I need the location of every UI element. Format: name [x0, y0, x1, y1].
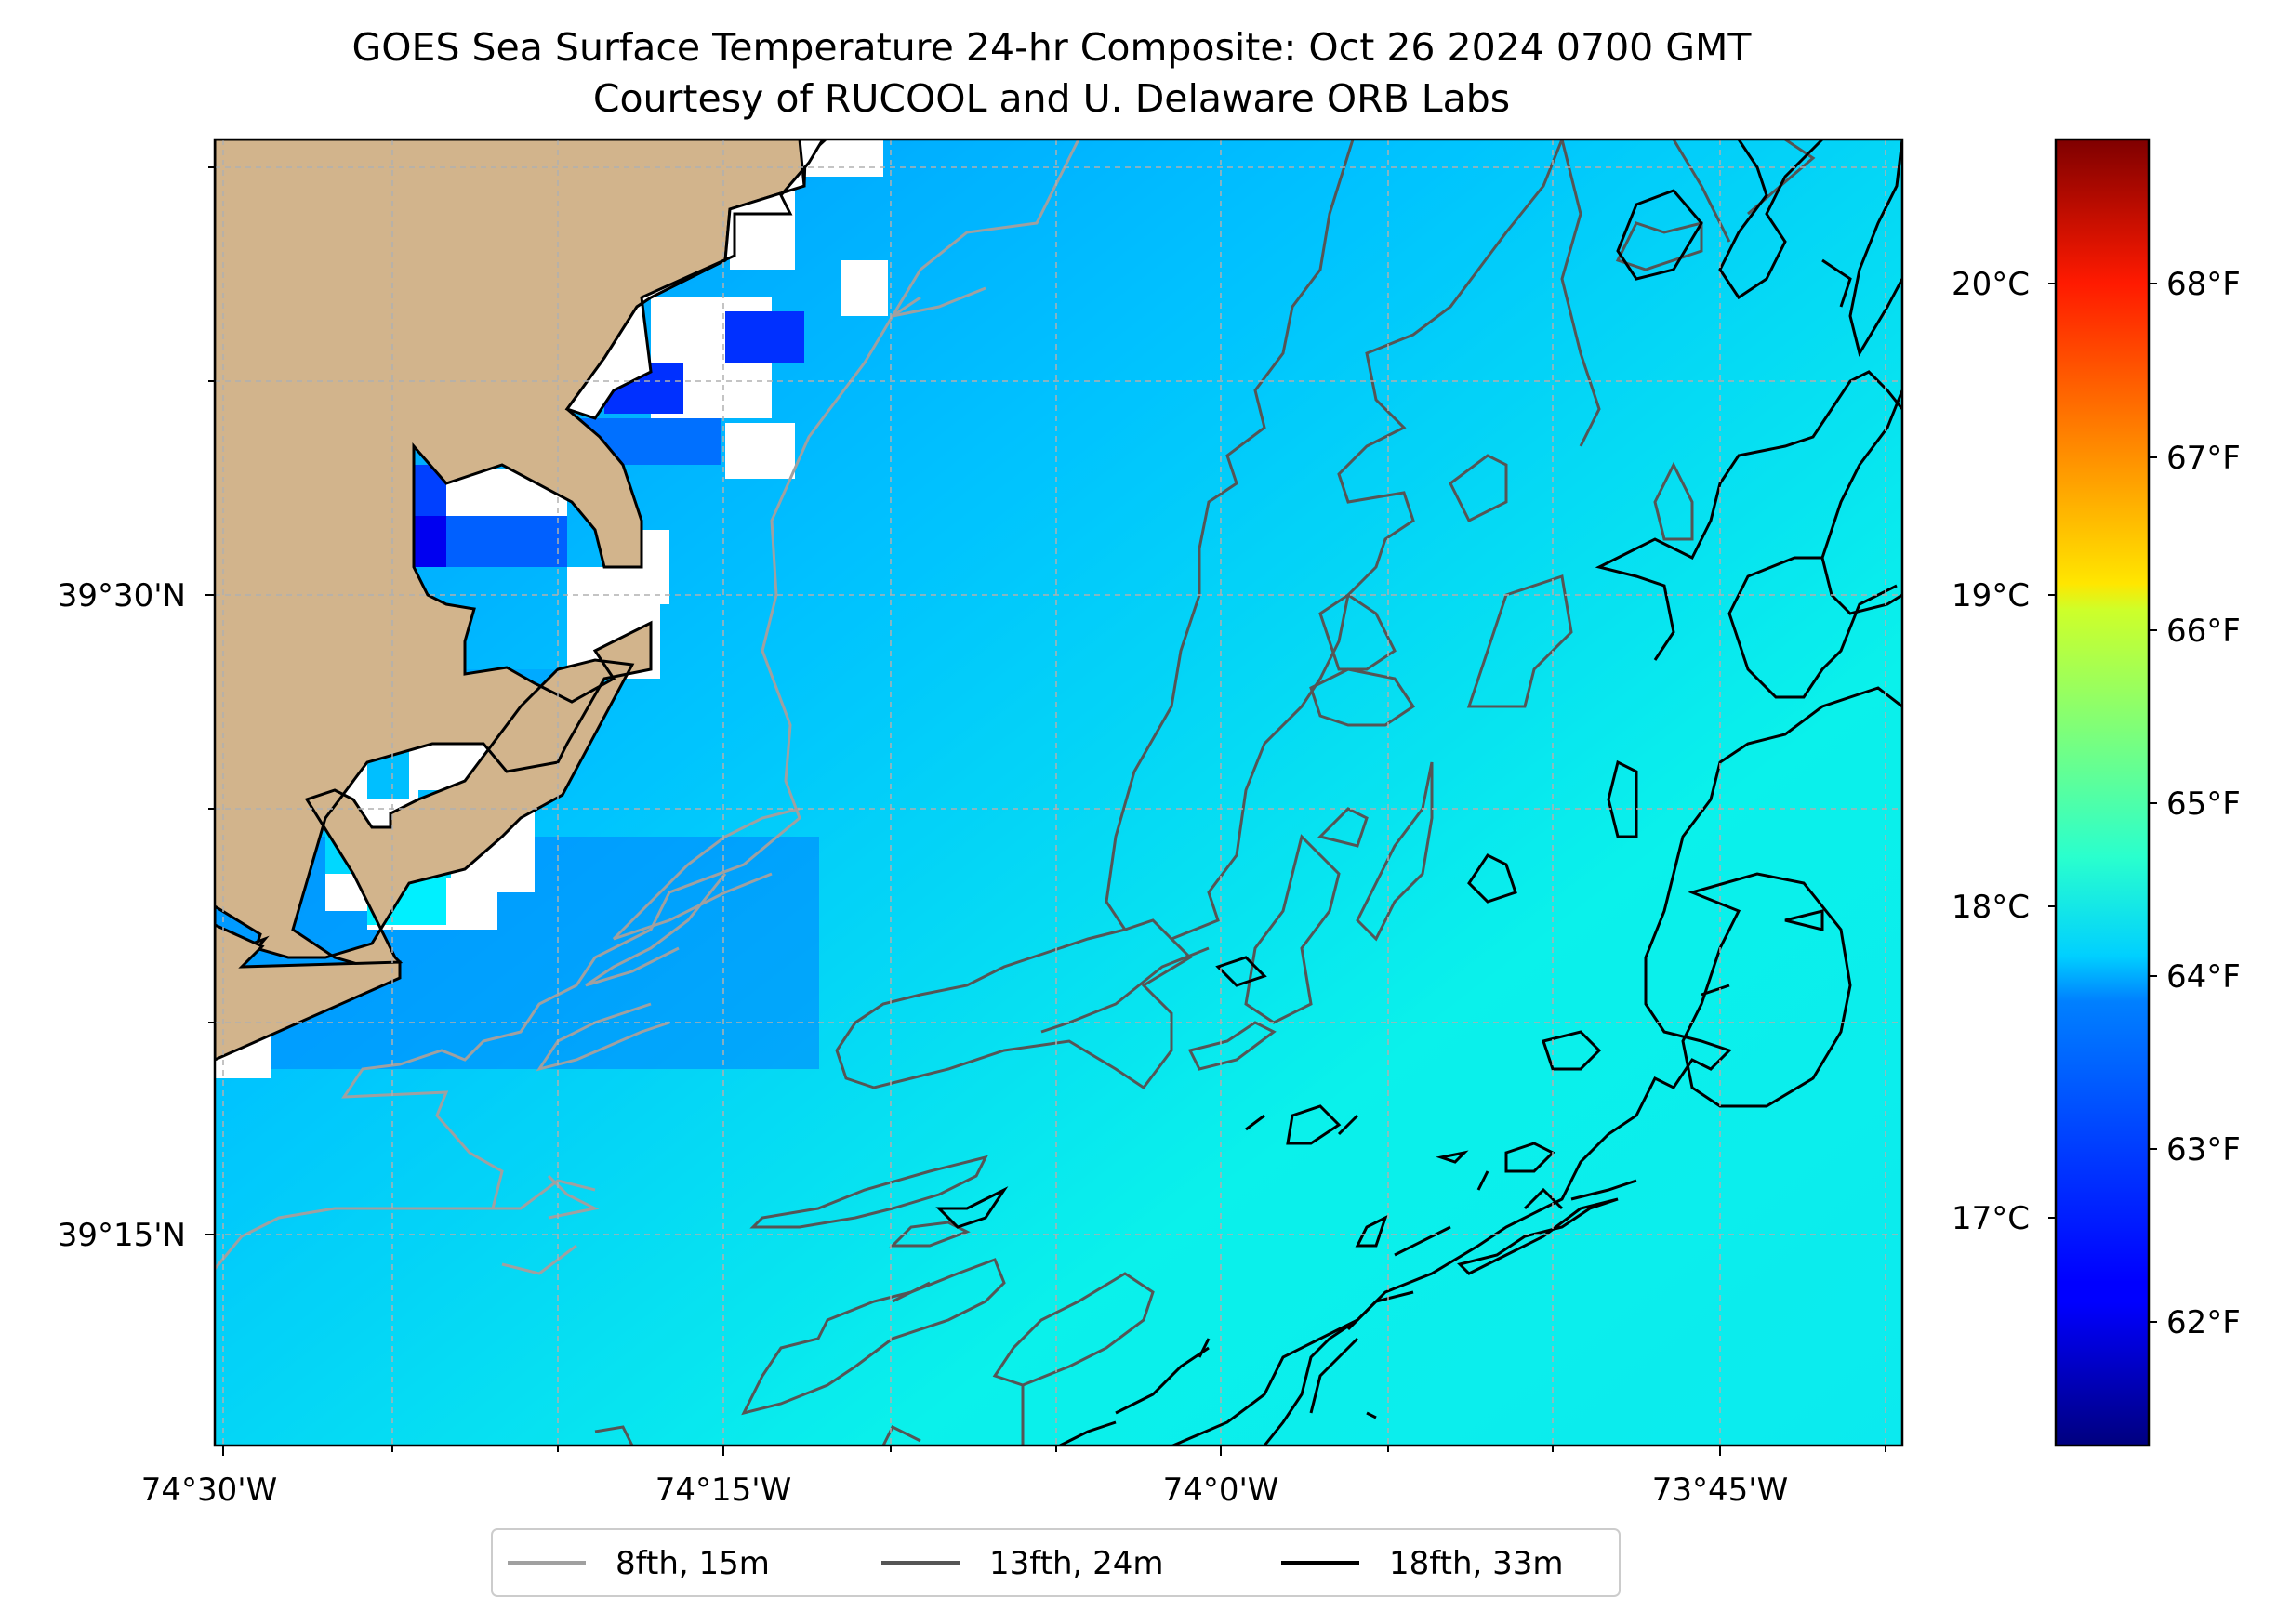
isobath-24m — [594, 139, 1816, 1446]
lat-tick-label: 39°15'N — [58, 1217, 186, 1254]
legend: 8fth, 15m 13fth, 24m 18fth, 33m — [491, 1528, 1621, 1597]
map-area — [215, 139, 1902, 1446]
map-tick-marks — [205, 166, 1886, 1456]
legend-label-24m: 13fth, 24m — [989, 1545, 1164, 1582]
fahrenheit-label: 62°F — [2166, 1304, 2241, 1341]
lon-tick-label: 74°15'W — [655, 1472, 792, 1509]
title-line-2: Courtesy of RUCOOL and U. Delaware ORB L… — [593, 76, 1510, 121]
land-mass — [215, 139, 828, 1006]
legend-box — [491, 1528, 1621, 1597]
celsius-label: 18°C — [1952, 889, 2030, 926]
land-mass-south — [215, 923, 402, 1062]
celsius-label: 19°C — [1952, 577, 2030, 614]
fahrenheit-label: 65°F — [2166, 786, 2241, 823]
fahrenheit-ticks — [2149, 283, 2157, 1323]
celsius-label: 20°C — [1952, 266, 2030, 303]
land-inlet — [564, 139, 825, 420]
lon-tick-label: 73°45'W — [1652, 1472, 1789, 1509]
lon-tick-label: 74°30'W — [141, 1472, 278, 1509]
fahrenheit-label: 66°F — [2166, 613, 2241, 650]
isobath-15m — [215, 139, 1080, 1275]
fahrenheit-label: 67°F — [2166, 440, 2241, 477]
celsius-label: 17°C — [1952, 1200, 2030, 1237]
gridlines — [215, 139, 1902, 1446]
title-line-1: GOES Sea Surface Temperature 24-hr Compo… — [352, 25, 1753, 70]
legend-label-15m: 8fth, 15m — [616, 1545, 770, 1582]
fahrenheit-label: 63°F — [2166, 1131, 2241, 1168]
lat-tick-label: 39°30'N — [58, 577, 186, 614]
celsius-ticks — [2048, 283, 2056, 1219]
legend-label-33m: 18fth, 33m — [1389, 1545, 1564, 1582]
fahrenheit-label: 68°F — [2166, 266, 2241, 303]
isobath-33m — [935, 139, 1902, 1446]
lon-tick-label: 74°0'W — [1163, 1472, 1279, 1509]
colorbar — [2054, 138, 2151, 1447]
fahrenheit-label: 64°F — [2166, 958, 2241, 996]
map-frame — [213, 138, 1904, 1447]
